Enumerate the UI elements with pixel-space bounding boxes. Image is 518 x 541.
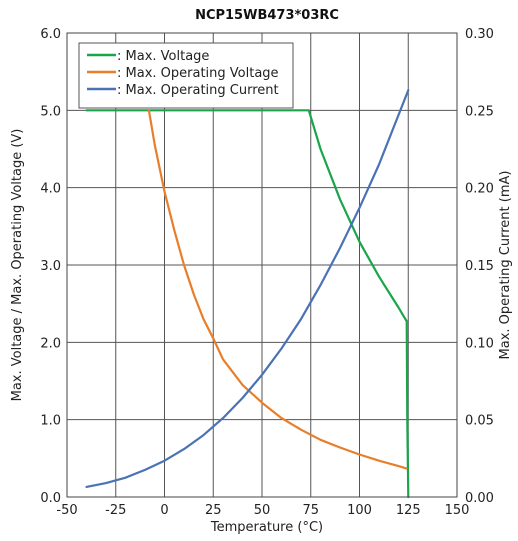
y-right-tick-label: 0.15 bbox=[465, 259, 494, 274]
legend-label: : Max. Operating Voltage bbox=[117, 66, 279, 81]
y-right-axis-label: Max. Operating Current (mA) bbox=[498, 171, 513, 360]
y-right-tick-label: 0.20 bbox=[465, 182, 494, 197]
y-left-tick-labels: 0.0 1.0 2.0 3.0 4.0 5.0 6.0 bbox=[40, 27, 61, 506]
x-tick-labels: -50 -25 0 25 50 75 100 125 150 bbox=[56, 503, 469, 518]
y-right-tick-label: 0.30 bbox=[465, 27, 494, 42]
chart-title: NCP15WB473*03RC bbox=[195, 8, 339, 23]
y-right-tick-label: 0.00 bbox=[465, 491, 494, 506]
series-layer bbox=[85, 89, 410, 499]
x-axis-label: Temperature (°C) bbox=[210, 520, 323, 535]
x-tick-label: 50 bbox=[254, 503, 271, 518]
series-line-max-operating-voltage bbox=[147, 109, 408, 470]
plot-frame bbox=[66, 32, 458, 498]
legend: : Max. Voltage : Max. Operating Voltage : … bbox=[78, 42, 294, 109]
y-right-tick-label: 0.10 bbox=[465, 336, 494, 351]
y-left-tick-label: 5.0 bbox=[40, 104, 61, 119]
y-left-tick-label: 2.0 bbox=[40, 336, 61, 351]
y-right-tick-label: 0.05 bbox=[465, 414, 494, 429]
x-tick-label: 25 bbox=[205, 503, 222, 518]
grid bbox=[66, 32, 458, 498]
x-tick-label: 125 bbox=[396, 503, 421, 518]
y-left-tick-label: 0.0 bbox=[40, 491, 61, 506]
y-left-axis-label: Max. Voltage / Max. Operating Voltage (V… bbox=[10, 129, 25, 402]
y-right-tick-labels: 0.00 0.05 0.10 0.15 0.20 0.25 0.30 bbox=[465, 27, 494, 506]
y-left-tick-label: 4.0 bbox=[40, 182, 61, 197]
series-line-max-operating-current bbox=[85, 89, 410, 488]
x-tick-label: -50 bbox=[56, 503, 77, 518]
x-tick-label: 75 bbox=[302, 503, 319, 518]
x-tick-label: 100 bbox=[347, 503, 372, 518]
y-right-tick-label: 0.25 bbox=[465, 104, 494, 119]
y-left-tick-label: 6.0 bbox=[40, 27, 61, 42]
y-left-tick-label: 3.0 bbox=[40, 259, 61, 274]
legend-label: : Max. Voltage bbox=[117, 49, 209, 64]
x-tick-label: -25 bbox=[105, 503, 126, 518]
y-left-tick-label: 1.0 bbox=[40, 414, 61, 429]
x-tick-label: 0 bbox=[160, 503, 168, 518]
x-tick-label: 150 bbox=[445, 503, 470, 518]
legend-label: : Max. Operating Current bbox=[117, 83, 279, 98]
series-line-max-voltage bbox=[85, 109, 410, 499]
